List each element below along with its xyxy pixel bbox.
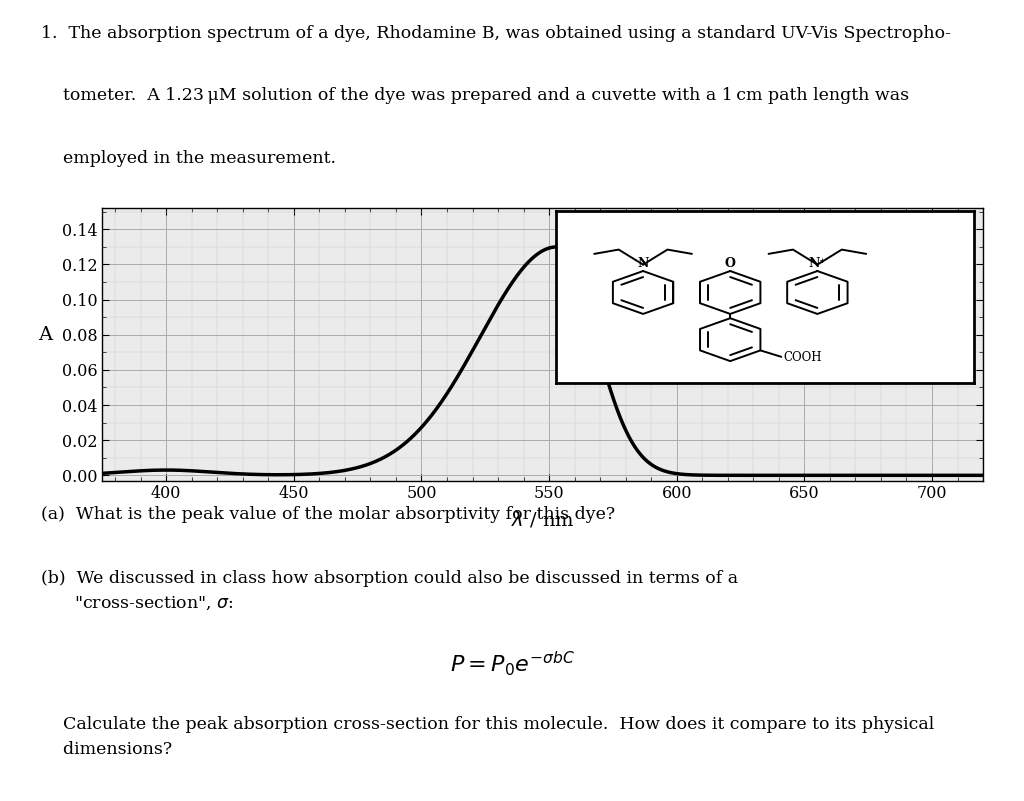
Text: employed in the measurement.: employed in the measurement.	[41, 150, 336, 167]
Text: Calculate the peak absorption cross-section for this molecule.  How does it comp: Calculate the peak absorption cross-sect…	[41, 716, 934, 758]
Text: $P = P_0 e^{-\sigma b C}$: $P = P_0 e^{-\sigma b C}$	[450, 649, 574, 678]
Text: (a)  What is the peak value of the molar absorptivity for this dye?: (a) What is the peak value of the molar …	[41, 505, 615, 523]
X-axis label: $\lambda$ / nm: $\lambda$ / nm	[511, 509, 574, 529]
Text: (b)  We discussed in class how absorption could also be discussed in terms of a
: (b) We discussed in class how absorption…	[41, 570, 738, 612]
Text: tometer.  A 1.23 μM solution of the dye was prepared and a cuvette with a 1 cm p: tometer. A 1.23 μM solution of the dye w…	[41, 87, 909, 104]
Y-axis label: A: A	[38, 327, 52, 344]
Text: 1.  The absorption spectrum of a dye, Rhodamine B, was obtained using a standard: 1. The absorption spectrum of a dye, Rho…	[41, 25, 951, 42]
